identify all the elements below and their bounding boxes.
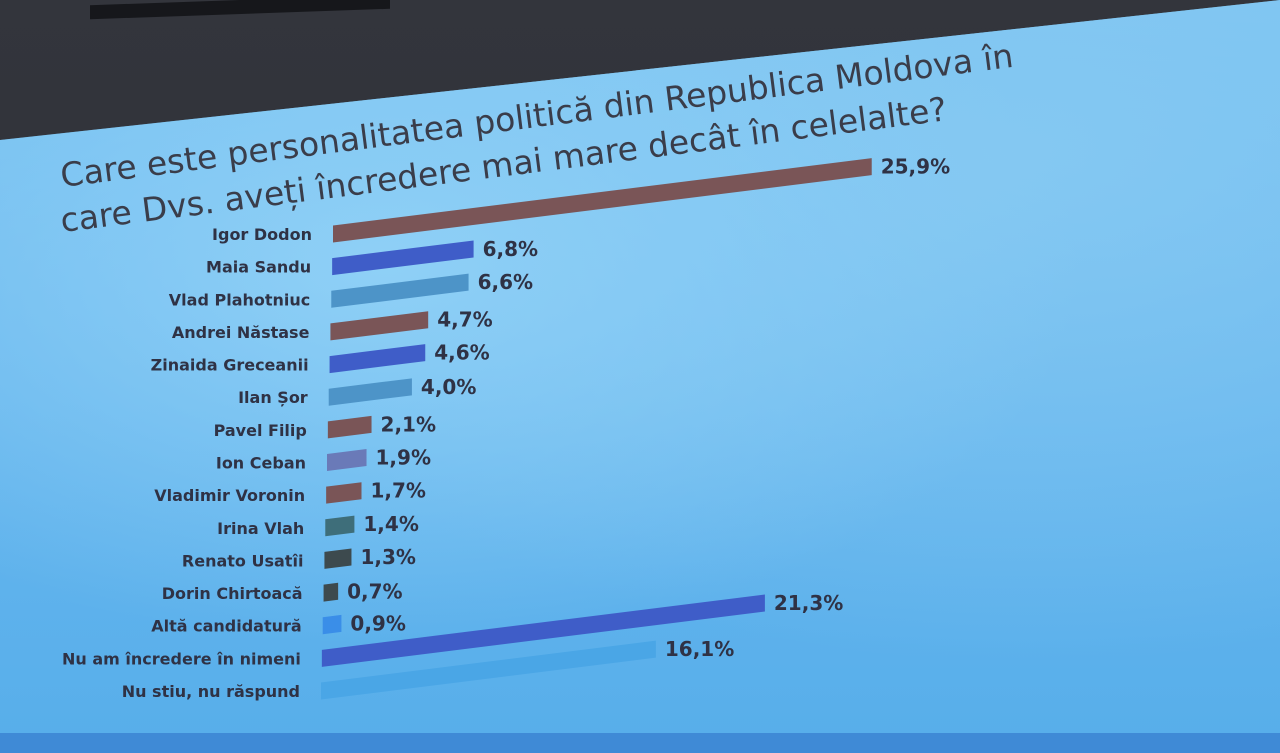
value-label-14: 16,1%: [665, 637, 734, 661]
bar-12: [322, 614, 342, 635]
value-label-10: 1,3%: [360, 545, 415, 569]
category-label-12: Altă candidatură: [151, 617, 301, 636]
bar-14: [321, 640, 656, 700]
bar-8: [326, 482, 362, 504]
bar-2: [331, 273, 469, 308]
bar-13: [321, 594, 765, 667]
category-label-8: Vladimir Voronin: [154, 486, 305, 505]
value-label-2: 6,6%: [478, 270, 533, 294]
bar-10: [324, 548, 352, 569]
value-label-11: 0,7%: [347, 579, 402, 603]
category-label-7: Ion Ceban: [216, 454, 306, 473]
category-label-2: Vlad Plahotniuc: [169, 290, 310, 309]
value-label-1: 6,8%: [483, 237, 538, 261]
value-label-5: 4,0%: [421, 375, 476, 399]
value-label-0: 25,9%: [881, 155, 950, 179]
bar-7: [327, 449, 367, 471]
category-label-13: Nu am încredere în nimeni: [62, 649, 301, 668]
value-label-13: 21,3%: [774, 591, 843, 615]
bar-1: [332, 240, 474, 276]
screen-bottom-bar: [0, 733, 1280, 753]
bars: Igor Dodon 25,9% Maia Sandu 6,8% Vlad Plahot…: [62, 155, 950, 701]
category-label-6: Pavel Filip: [214, 421, 307, 440]
category-label-1: Maia Sandu: [206, 258, 311, 277]
bar-6: [327, 415, 372, 439]
category-label-5: Ilan Șor: [238, 388, 308, 407]
category-label-3: Andrei Năstase: [172, 323, 310, 342]
bar-11: [323, 582, 339, 602]
category-label-0: Igor Dodon: [212, 225, 312, 244]
category-label-11: Dorin Chirtoacă: [162, 584, 303, 603]
bar-4: [329, 344, 426, 374]
category-label-9: Irina Vlah: [217, 519, 304, 538]
category-label-4: Zinaida Greceanii: [151, 356, 309, 375]
value-label-9: 1,4%: [363, 512, 418, 536]
bar-5: [328, 378, 412, 406]
value-label-7: 1,9%: [376, 446, 431, 470]
bar-9: [325, 515, 355, 537]
bar-3: [330, 311, 429, 341]
value-label-12: 0,9%: [350, 611, 405, 635]
value-label-3: 4,7%: [437, 308, 492, 332]
value-label-8: 1,7%: [371, 479, 426, 503]
category-label-10: Renato Usatîi: [182, 551, 304, 570]
category-label-14: Nu stiu, nu răspund: [122, 682, 300, 701]
bar-0: [333, 158, 872, 243]
value-label-6: 2,1%: [381, 412, 436, 436]
value-label-4: 4,6%: [434, 341, 489, 365]
